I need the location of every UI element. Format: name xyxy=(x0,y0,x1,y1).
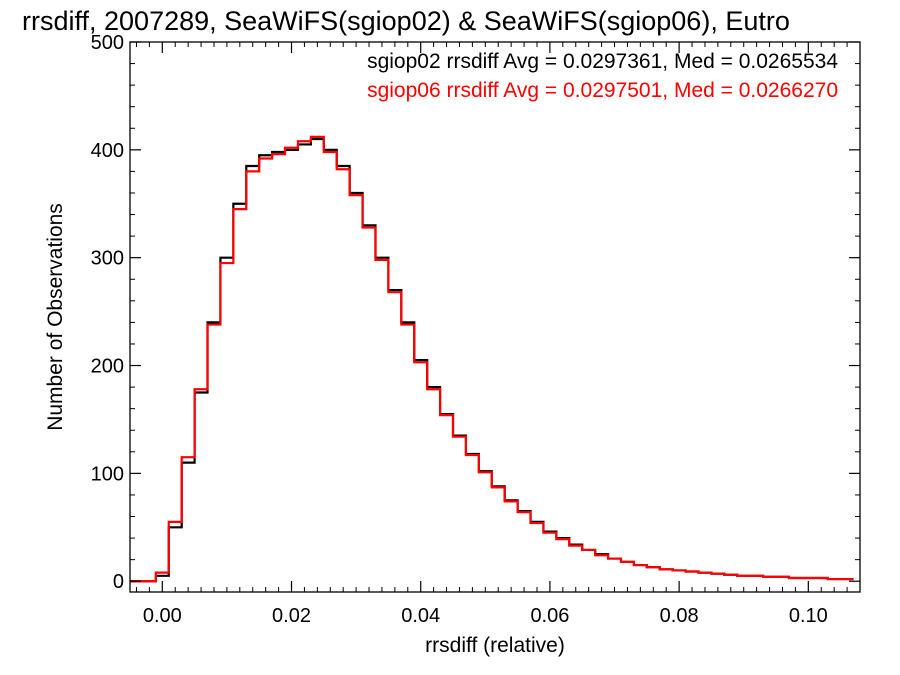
series-layer xyxy=(130,135,854,583)
y-tick-label: 400 xyxy=(91,140,124,162)
y-tick-label: 200 xyxy=(91,356,124,378)
series-line-sgiop06 xyxy=(130,135,854,583)
x-tick-label: 0.04 xyxy=(401,605,440,627)
axis-ticks: 0.00 0.02 0.04 0.06 0.08 0.10 0 100 200 300 400 500 xyxy=(91,32,861,627)
x-tick-label: 0.06 xyxy=(530,605,569,627)
x-axis-label: rrsdiff (relative) xyxy=(425,634,565,657)
x-tick-label: 0.10 xyxy=(789,605,828,627)
plot-frame xyxy=(129,41,861,593)
y-axis-label: Number of Observations xyxy=(44,203,67,431)
x-tick-label: 0.00 xyxy=(143,605,182,627)
y-tick-label: 100 xyxy=(91,463,124,485)
annotation-sgiop06-stats: sgiop06 rrsdiff Avg = 0.0297501, Med = 0… xyxy=(367,79,838,102)
annotation-sgiop02-stats: sgiop02 rrsdiff Avg = 0.0297361, Med = 0… xyxy=(367,50,838,73)
y-tick-label: 0 xyxy=(113,571,124,593)
y-tick-label: 500 xyxy=(91,32,124,54)
x-tick-label: 0.02 xyxy=(272,605,311,627)
x-tick-label: 0.08 xyxy=(660,605,699,627)
chart-title: rrsdiff, 2007289, SeaWiFS(sgiop02) & Sea… xyxy=(22,6,790,36)
y-tick-label: 300 xyxy=(91,248,124,270)
plot-area: 0.00 0.02 0.04 0.06 0.08 0.10 0 100 200 300 400 500 xyxy=(91,32,861,627)
